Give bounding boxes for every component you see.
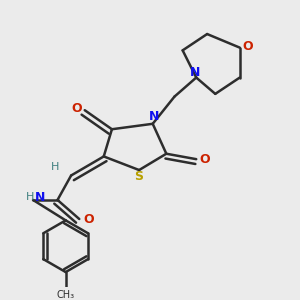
Text: N: N — [190, 66, 200, 79]
Text: N: N — [34, 191, 45, 204]
Text: CH₃: CH₃ — [57, 290, 75, 300]
Text: O: O — [243, 40, 253, 53]
Text: H: H — [51, 162, 59, 172]
Text: O: O — [71, 102, 82, 115]
Text: H: H — [26, 192, 34, 202]
Text: S: S — [135, 170, 144, 183]
Text: N: N — [149, 110, 159, 124]
Text: O: O — [199, 153, 210, 166]
Text: O: O — [83, 212, 94, 226]
